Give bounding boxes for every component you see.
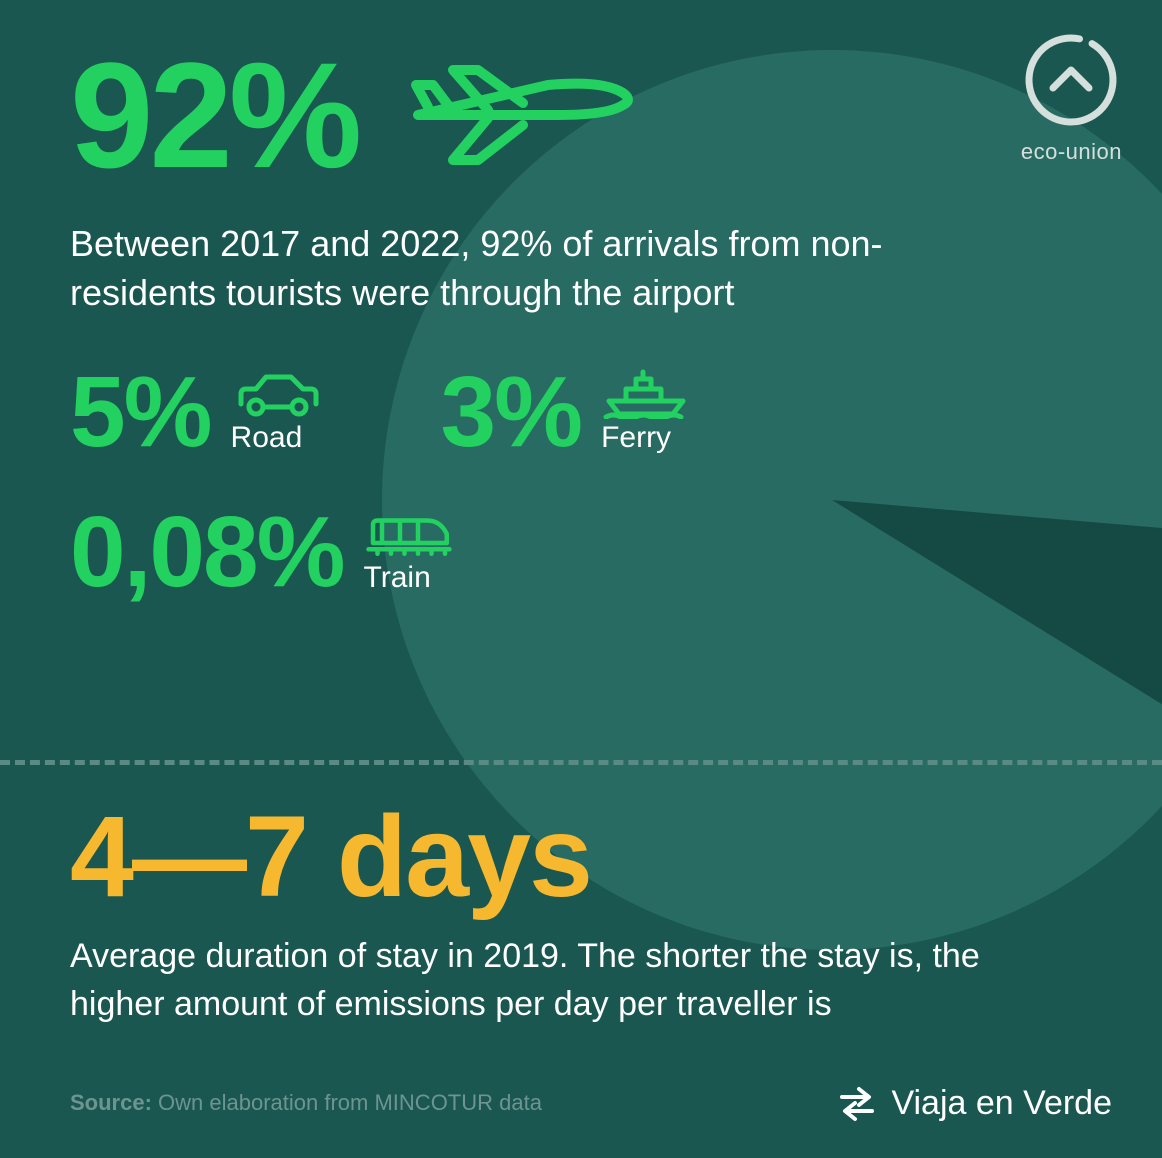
headline-description: Between 2017 and 2022, 92% of arrivals f…: [70, 220, 1020, 317]
train-percent: 0,08%: [70, 502, 344, 602]
headline-percent: 92%: [70, 40, 358, 190]
airplane-icon: [398, 45, 638, 185]
stay-description: Average duration of stay in 2019. The sh…: [70, 933, 1070, 1028]
ferry-label: Ferry: [601, 421, 691, 455]
train-label: Train: [364, 561, 454, 595]
source-label: Source:: [70, 1090, 152, 1115]
source-text: Source: Own elaboration from MINCOTUR da…: [70, 1090, 542, 1116]
stat-train: 0,08% Train: [70, 502, 1092, 602]
stay-value: 4—7 days: [70, 800, 1092, 915]
road-percent: 5%: [70, 362, 211, 462]
car-icon: [231, 369, 321, 419]
arrow-swap-icon: [837, 1083, 877, 1123]
train-icon: [364, 509, 454, 559]
brand: Viaja en Verde: [837, 1083, 1112, 1123]
stat-ferry: 3% Ferry: [441, 362, 692, 462]
brand-label: Viaja en Verde: [891, 1084, 1112, 1123]
section-divider: [0, 760, 1162, 765]
ferry-icon: [601, 369, 691, 419]
source-body: Own elaboration from MINCOTUR data: [158, 1090, 542, 1115]
stat-road: 5% Road: [70, 362, 321, 462]
road-label: Road: [231, 421, 321, 455]
ferry-percent: 3%: [441, 362, 582, 462]
